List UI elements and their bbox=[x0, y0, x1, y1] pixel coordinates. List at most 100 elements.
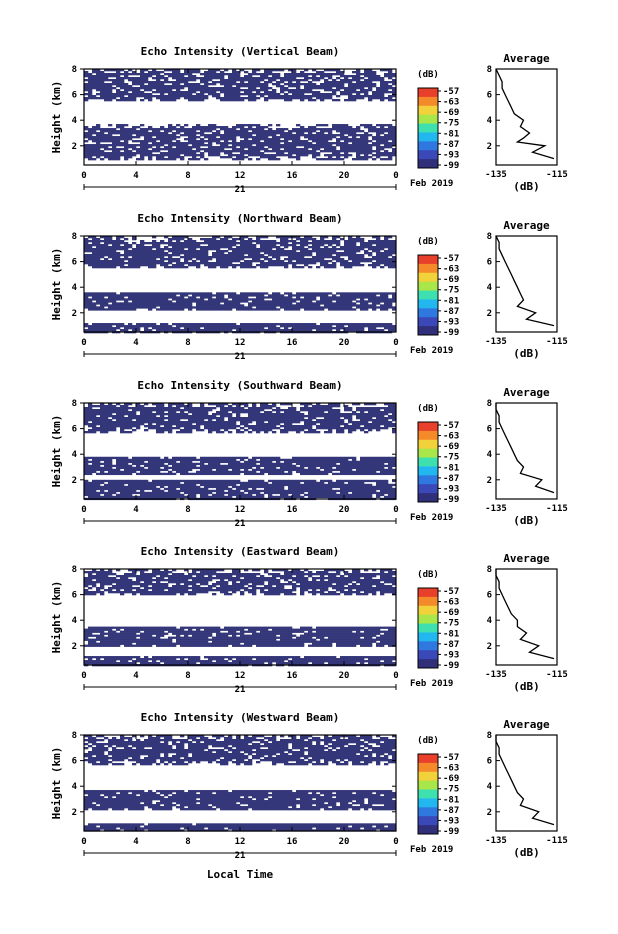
heatmap-cell bbox=[204, 482, 208, 484]
heatmap-cell bbox=[84, 89, 88, 91]
heatmap-cell bbox=[240, 79, 244, 81]
day-label: 21 bbox=[235, 185, 246, 195]
heatmap-cell bbox=[220, 258, 224, 260]
heatmap-cell bbox=[232, 73, 236, 75]
heatmap-cell bbox=[172, 83, 176, 85]
heatmap-cell bbox=[336, 327, 340, 329]
heatmap-cell bbox=[136, 473, 140, 475]
heatmap-cell bbox=[292, 138, 296, 140]
heatmap-cell bbox=[144, 325, 148, 327]
heatmap-cell bbox=[232, 89, 236, 91]
heatmap-cell bbox=[372, 327, 376, 329]
heatmap-cell bbox=[204, 85, 208, 87]
heatmap-cell bbox=[84, 457, 88, 459]
colorbar-tick-label: -99 bbox=[443, 161, 459, 171]
heatmap-cell bbox=[248, 260, 252, 262]
heatmap-cell bbox=[268, 484, 272, 486]
heatmap-cell bbox=[292, 156, 296, 158]
heatmap-cell bbox=[188, 99, 192, 101]
heatmap-cell bbox=[360, 150, 364, 152]
heatmap-cell bbox=[280, 140, 284, 142]
heatmap-cell bbox=[116, 132, 120, 134]
heatmap-cell bbox=[376, 75, 380, 77]
heatmap-cell bbox=[192, 140, 196, 142]
heatmap-cell bbox=[300, 480, 304, 482]
heatmap-cell bbox=[120, 124, 124, 126]
heatmap-cell bbox=[168, 238, 172, 240]
heatmap-cell bbox=[184, 463, 188, 465]
heatmap-cell bbox=[304, 77, 308, 79]
heatmap-cell bbox=[308, 294, 312, 296]
heatmap-cell bbox=[384, 75, 388, 77]
heatmap-cell bbox=[156, 248, 160, 250]
heatmap-cell bbox=[176, 152, 180, 154]
heatmap-cell bbox=[144, 89, 148, 91]
heatmap-cell bbox=[312, 294, 316, 296]
heatmap-cell bbox=[300, 488, 304, 490]
heatmap-cell bbox=[372, 128, 376, 130]
heatmap-cell bbox=[256, 242, 260, 244]
heatmap-cell bbox=[212, 496, 216, 498]
heatmap-cell bbox=[260, 294, 264, 296]
heatmap-cell bbox=[140, 81, 144, 83]
heatmap-cell bbox=[148, 136, 152, 138]
heatmap-cell bbox=[200, 296, 204, 298]
heatmap-cell bbox=[132, 256, 136, 258]
heatmap-cell bbox=[388, 490, 392, 492]
heatmap-cell bbox=[288, 83, 292, 85]
heatmap-cell bbox=[224, 250, 228, 252]
heatmap-cell bbox=[388, 327, 392, 329]
heatmap-cell bbox=[240, 325, 244, 327]
heatmap-cell bbox=[320, 496, 324, 498]
heatmap-cell bbox=[116, 71, 120, 73]
heatmap-cell bbox=[88, 306, 92, 308]
heatmap-cell bbox=[120, 136, 124, 138]
heatmap-cell bbox=[172, 142, 176, 144]
heatmap-cell bbox=[112, 482, 116, 484]
heatmap-cell bbox=[268, 246, 272, 248]
heatmap-cell bbox=[96, 300, 100, 302]
heatmap-cell bbox=[160, 300, 164, 302]
heatmap-cell bbox=[348, 242, 352, 244]
heatmap-cell bbox=[184, 144, 188, 146]
heatmap-cell bbox=[128, 298, 132, 300]
heatmap-cell bbox=[88, 130, 92, 132]
heatmap-cell bbox=[292, 329, 296, 331]
heatmap-cell bbox=[176, 250, 180, 252]
heatmap-cell bbox=[248, 494, 252, 496]
heatmap-cell bbox=[260, 146, 264, 148]
heatmap-cell bbox=[164, 87, 168, 89]
heatmap-cell bbox=[176, 140, 180, 142]
heatmap-cell bbox=[116, 85, 120, 87]
heatmap-cell bbox=[336, 154, 340, 156]
heatmap-cell bbox=[136, 91, 140, 93]
heatmap-cell bbox=[96, 465, 100, 467]
heatmap-cell bbox=[380, 260, 384, 262]
heatmap-cell bbox=[296, 73, 300, 75]
heatmap-cell bbox=[88, 298, 92, 300]
heatmap-cell bbox=[292, 93, 296, 95]
heatmap-cell bbox=[144, 302, 148, 304]
heatmap-cell bbox=[164, 262, 168, 264]
heatmap-cell bbox=[152, 91, 156, 93]
heatmap-cell bbox=[368, 156, 372, 158]
heatmap-cell bbox=[172, 302, 176, 304]
heatmap-cell bbox=[148, 262, 152, 264]
heatmap-cell bbox=[128, 327, 132, 329]
heatmap-cell bbox=[332, 150, 336, 152]
heatmap-cell bbox=[336, 81, 340, 83]
heatmap-cell bbox=[92, 323, 96, 325]
heatmap-cell bbox=[208, 325, 212, 327]
heatmap-cell bbox=[108, 87, 112, 89]
heatmap-cell bbox=[320, 302, 324, 304]
heatmap-cell bbox=[216, 304, 220, 306]
heatmap-cell bbox=[360, 292, 364, 294]
heatmap-cell bbox=[232, 128, 236, 130]
heatmap-cell bbox=[384, 146, 388, 148]
heatmap-cell bbox=[128, 154, 132, 156]
heatmap-cell bbox=[184, 146, 188, 148]
heatmap-cell bbox=[292, 252, 296, 254]
heatmap-cell bbox=[380, 254, 384, 256]
heatmap-cell bbox=[88, 240, 92, 242]
heatmap-cell bbox=[384, 83, 388, 85]
